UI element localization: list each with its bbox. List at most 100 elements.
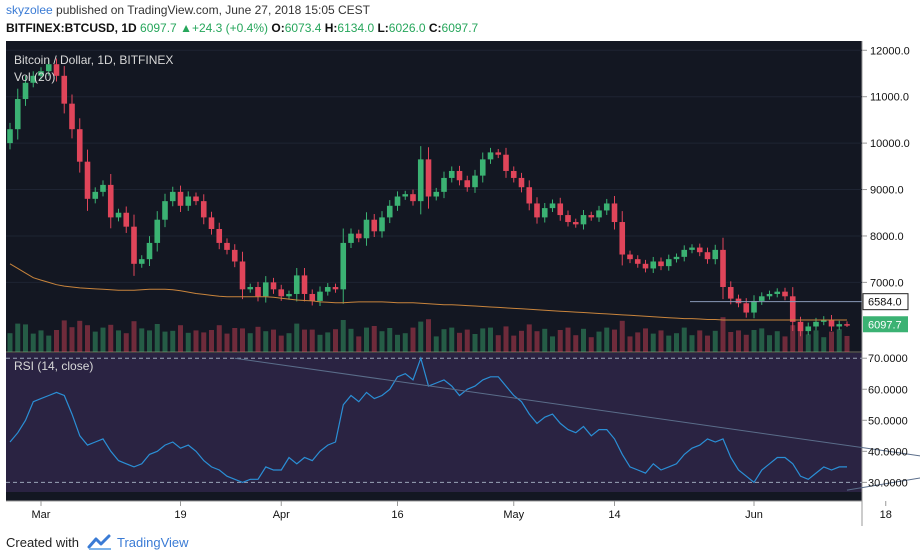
candle bbox=[169, 191, 176, 202]
candle bbox=[348, 233, 354, 243]
candle bbox=[363, 219, 370, 239]
rsi-tick-label: 40.0000 bbox=[868, 446, 908, 458]
price-tick-label: 9000.0 bbox=[870, 185, 904, 197]
candle bbox=[301, 275, 308, 294]
volume-bar bbox=[108, 324, 114, 352]
volume-bar bbox=[457, 332, 462, 352]
volume-bar bbox=[503, 326, 509, 352]
volume-bar bbox=[619, 320, 625, 352]
volume-bar bbox=[666, 335, 672, 352]
volume-bar bbox=[147, 330, 152, 352]
volume-bar bbox=[302, 329, 307, 352]
volume-bar bbox=[844, 335, 850, 352]
price-pane-title: Bitcoin / Dollar, 1D, BITFINEX bbox=[14, 53, 173, 67]
candle bbox=[324, 287, 331, 292]
candle bbox=[278, 289, 285, 297]
candle bbox=[541, 208, 548, 218]
author-link[interactable]: skyzolee bbox=[6, 3, 53, 17]
price-change: +24.3 (+0.4%) bbox=[191, 21, 269, 35]
volume-bar bbox=[658, 330, 664, 352]
volume-bar bbox=[705, 335, 710, 352]
candle bbox=[510, 170, 517, 178]
volume-bar bbox=[612, 329, 617, 352]
volume-bar bbox=[209, 330, 214, 352]
candle bbox=[774, 291, 781, 294]
candle bbox=[231, 249, 238, 262]
candle bbox=[727, 287, 734, 299]
volume-bar bbox=[340, 320, 346, 352]
volume-bar bbox=[426, 319, 431, 352]
candle bbox=[394, 196, 401, 206]
chart-area[interactable]: 7000.0 8000.0 9000.0 10000.0 11000.0 12000.0 6… bbox=[0, 41, 920, 526]
volume-bar bbox=[689, 335, 695, 352]
candle bbox=[472, 175, 478, 188]
volume-bar bbox=[720, 317, 726, 352]
candle bbox=[603, 203, 610, 211]
volume-bar bbox=[263, 331, 269, 352]
volume-bar bbox=[588, 337, 594, 352]
candle bbox=[642, 263, 649, 269]
volume-bar bbox=[736, 330, 741, 352]
volume-bar bbox=[69, 327, 75, 352]
volume-bar bbox=[829, 331, 834, 352]
candle bbox=[743, 303, 750, 313]
volume-bar bbox=[790, 325, 796, 352]
volume-bar bbox=[728, 332, 734, 352]
level-price-label-box bbox=[862, 293, 909, 311]
price-tick-label: 11000.0 bbox=[870, 92, 909, 104]
candle bbox=[789, 296, 796, 322]
volume-bar bbox=[201, 332, 207, 352]
volume-bar bbox=[371, 326, 377, 352]
candle bbox=[317, 291, 323, 301]
volume-bar bbox=[759, 328, 765, 352]
volume-bar bbox=[178, 325, 183, 352]
candle bbox=[100, 184, 106, 192]
volume-bar bbox=[193, 330, 199, 352]
created-with-text: Created with bbox=[6, 534, 79, 550]
candle bbox=[712, 249, 719, 260]
volume-bar bbox=[495, 335, 501, 352]
volume-bar bbox=[526, 324, 532, 352]
candle bbox=[208, 217, 215, 229]
volume-bar bbox=[46, 335, 52, 352]
volume-bar bbox=[54, 330, 59, 352]
candle bbox=[665, 259, 672, 267]
volume-ma-line bbox=[9, 263, 847, 321]
volume-bar bbox=[433, 336, 439, 352]
candle bbox=[433, 191, 440, 197]
candle bbox=[92, 191, 99, 199]
time-tick-label: Mar bbox=[32, 509, 51, 521]
candle bbox=[495, 152, 502, 155]
candle bbox=[619, 222, 626, 255]
candle bbox=[185, 196, 192, 206]
volume-bar bbox=[464, 329, 470, 352]
volume-bar bbox=[627, 336, 633, 352]
candle bbox=[487, 152, 494, 160]
volume-bar bbox=[271, 329, 276, 352]
candle bbox=[565, 215, 571, 223]
volume-bar bbox=[596, 331, 602, 352]
volume-bar bbox=[15, 323, 21, 352]
last-price-label-box bbox=[863, 316, 908, 333]
volume-bar bbox=[402, 333, 408, 352]
volume-bar bbox=[116, 330, 121, 352]
price-tick-label: 10000.0 bbox=[870, 138, 910, 150]
volume-label: Vol (20) bbox=[14, 70, 55, 84]
candle bbox=[464, 180, 471, 188]
volume-bar bbox=[240, 328, 245, 352]
volume-bar bbox=[774, 331, 780, 352]
candle bbox=[456, 170, 463, 181]
candle bbox=[22, 82, 29, 100]
low-label: L: bbox=[377, 21, 389, 35]
publish-text: published on TradingView.com, June 27, 2… bbox=[52, 3, 371, 17]
volume-bar bbox=[224, 333, 230, 352]
volume-bar bbox=[410, 327, 416, 352]
time-tick-label: 19 bbox=[174, 509, 186, 521]
time-tick-label: 18 bbox=[880, 509, 892, 521]
candle bbox=[836, 324, 843, 327]
volume-bar bbox=[247, 333, 253, 352]
tradingview-link[interactable]: TradingView bbox=[116, 534, 189, 550]
candle bbox=[239, 261, 246, 290]
volume-bar bbox=[821, 337, 827, 352]
rsi-tick-label: 60.0000 bbox=[868, 384, 908, 396]
